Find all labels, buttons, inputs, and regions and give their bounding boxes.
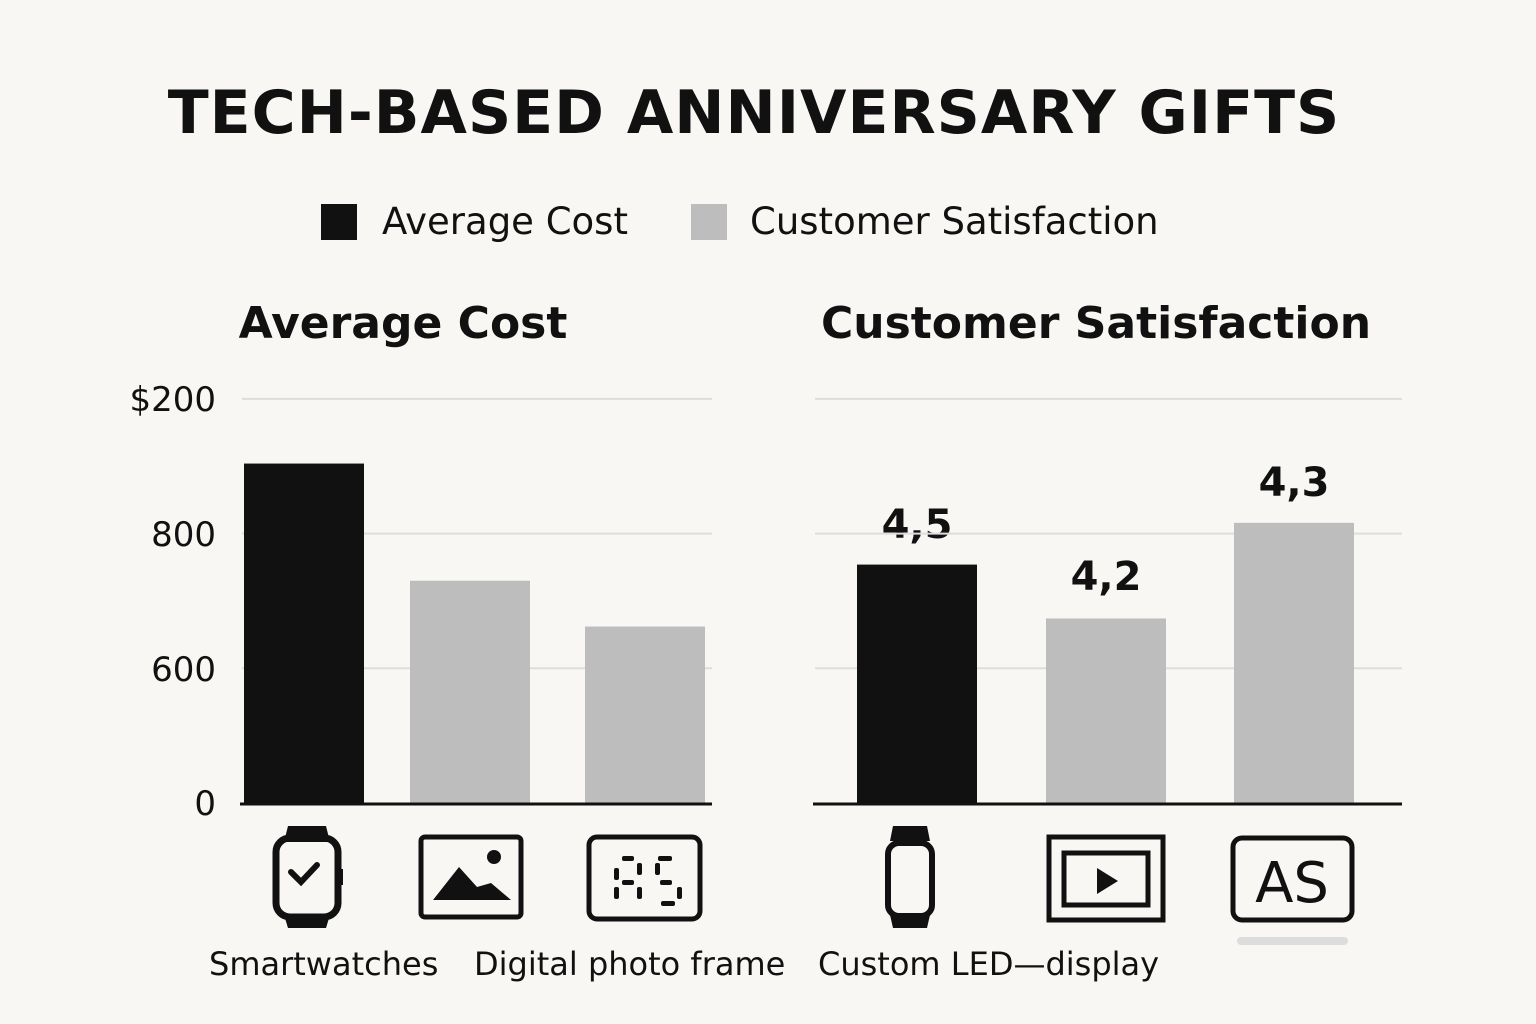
bar [410,580,530,803]
bar [857,564,977,803]
left-chart-title: Average Cost [238,298,568,349]
data-label: 4,2 [1070,554,1142,600]
bar [244,463,364,803]
data-label: 4,5 [881,502,953,548]
video-frame-icon [1046,834,1166,923]
right-chart-title: Customer Satisfaction [820,298,1372,349]
legend-swatch-average-cost [321,204,357,240]
data-label: 4,3 [1258,460,1330,506]
y-tick-label: 600 [151,650,216,690]
as-icon-glyph: AS [1255,851,1329,916]
legend-label-average-cost: Average Cost [382,200,628,243]
y-tick-label: $200 [129,380,216,420]
bar [1046,618,1166,803]
legend-swatch-customer-satisfaction [691,204,727,240]
photo-frame-icon [418,834,524,920]
category-label: Custom LED—display [818,945,1160,983]
smartwatch-icon [272,826,343,928]
bar [585,626,705,803]
as-display-icon: AS [1230,835,1355,945]
category-label: Smartwatches [209,945,439,983]
category-label: Digital photo frame [474,945,786,983]
y-tick-label: 0 [194,784,216,824]
led-display-icon [586,834,703,922]
legend-label-customer-satisfaction: Customer Satisfaction [750,200,1159,243]
y-tick-label: 800 [151,515,216,555]
smartwatch-outline-icon [885,826,935,928]
chart-title: TECH-BASED ANNIVERSARY GIFTS [167,78,1341,148]
bar [1234,522,1354,803]
